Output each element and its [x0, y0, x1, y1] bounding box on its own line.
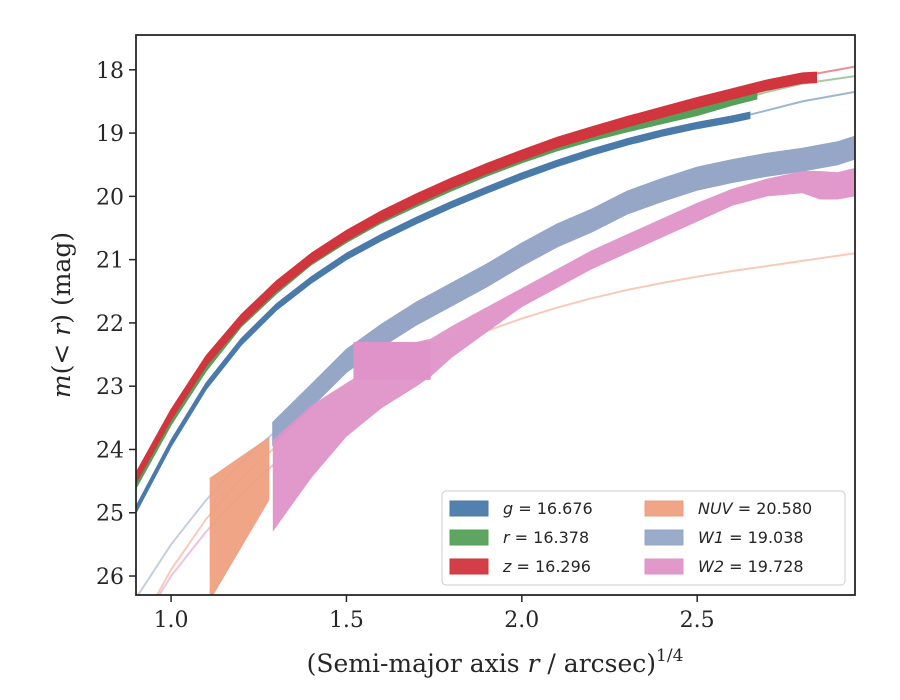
data-band-w1 — [272, 135, 855, 447]
y-tick-label: 25 — [96, 502, 124, 527]
data-band-z — [136, 71, 817, 485]
legend-swatch-w1 — [644, 529, 684, 546]
y-tick-label: 22 — [96, 312, 124, 337]
legend-swatch-nuv — [644, 500, 684, 517]
legend-swatch-g — [449, 500, 489, 517]
plot-frame — [135, 34, 856, 596]
legend-swatch-w2 — [644, 558, 684, 575]
y-tick-label: 24 — [96, 438, 124, 463]
data-band-nuv — [209, 436, 270, 595]
y-tick-label: 19 — [96, 122, 124, 147]
legend-frame — [441, 490, 846, 586]
legend-label-r: r = 16.378 — [503, 528, 589, 547]
x-tick-label: 1.5 — [329, 608, 364, 633]
x-tick-label: 1.0 — [154, 608, 189, 633]
y-axis-label: m(< r) (mag) — [47, 232, 76, 398]
x-axis-label: (Semi-major axis r / arcsec)1/4 — [307, 646, 684, 678]
data-band-g — [136, 111, 751, 513]
model-line-g — [136, 90, 855, 511]
legend-label-w2: W2 = 19.728 — [698, 557, 804, 576]
x-axis: 1.0 1.5 2.0 2.5 — [154, 595, 715, 633]
data-band-w2-inner — [353, 341, 431, 380]
x-tick-label: 2.5 — [680, 608, 715, 633]
legend-label-z: z = 16.296 — [502, 557, 591, 576]
legend-label-nuv: NUV = 20.580 — [698, 499, 812, 518]
y-axis: 18 19 20 21 22 23 24 25 26 — [96, 59, 136, 590]
plot-area — [136, 65, 855, 595]
legend: g = 16.676 r = 16.378 z = 16.296 NUV = 20.5… — [441, 490, 846, 586]
legend-label-w1: W1 = 19.038 — [698, 528, 804, 547]
y-tick-label: 20 — [96, 185, 124, 210]
x-tick-label: 2.0 — [504, 608, 539, 633]
legend-swatch-r — [449, 529, 489, 546]
y-tick-label: 21 — [96, 249, 124, 274]
y-tick-label: 23 — [96, 375, 124, 400]
legend-label-g: g = 16.676 — [503, 499, 593, 518]
legend-swatch-z — [449, 558, 489, 575]
y-tick-label: 18 — [96, 59, 124, 84]
y-tick-label: 26 — [96, 565, 124, 590]
